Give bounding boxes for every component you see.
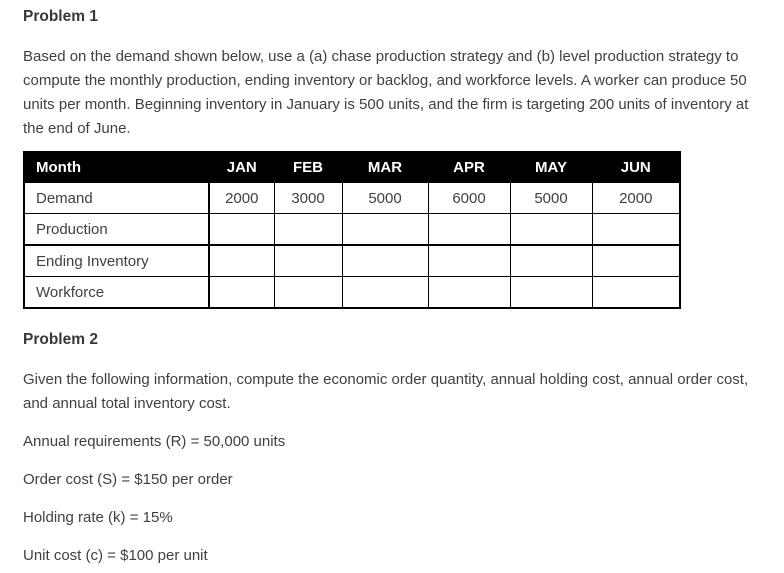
cell-ending-inventory-feb (273, 244, 343, 277)
table-row-production: Production (23, 213, 681, 246)
cell-ending-inventory-jun (591, 244, 681, 277)
cell-ending-inventory-jan (208, 244, 275, 277)
column-header-jun: JUN (591, 151, 681, 183)
row-label-workforce: Workforce (23, 276, 210, 309)
cell-production-jun (591, 213, 681, 246)
row-label-production: Production (23, 213, 210, 246)
cell-demand-apr: 6000 (427, 182, 511, 214)
cell-workforce-jan (208, 276, 275, 309)
cell-workforce-apr (427, 276, 511, 309)
column-header-month: Month (23, 151, 210, 183)
column-header-mar: MAR (341, 151, 429, 183)
problem1-description: Based on the demand shown below, use a (… (23, 48, 749, 137)
cell-production-may (509, 213, 593, 246)
row-label-ending-inventory: Ending Inventory (23, 244, 210, 277)
cell-production-apr (427, 213, 511, 246)
cell-demand-feb: 3000 (273, 182, 343, 214)
cell-ending-inventory-mar (341, 244, 429, 277)
cell-workforce-mar (341, 276, 429, 309)
problem2-description: Given the following information, compute… (23, 371, 749, 412)
document: Problem 1 Based on the demand shown belo… (23, 6, 764, 568)
cell-workforce-feb (273, 276, 343, 309)
column-header-apr: APR (427, 151, 511, 183)
cell-production-jan (208, 213, 275, 246)
cell-workforce-may (509, 276, 593, 309)
column-header-jan: JAN (208, 151, 275, 183)
data-line-unit-cost: Unit cost (c) = $100 per unit (23, 547, 208, 564)
cell-demand-mar: 5000 (341, 182, 429, 214)
cell-ending-inventory-apr (427, 244, 511, 277)
table-row-ending-inventory: Ending Inventory (23, 244, 681, 277)
data-line-annual-requirements: Annual requirements (R) = 50,000 units (23, 433, 286, 450)
column-header-may: MAY (509, 151, 593, 183)
cell-production-feb (273, 213, 343, 246)
problem2-heading: Problem 2 (23, 331, 98, 348)
table-row-workforce: Workforce (23, 276, 681, 309)
data-line-holding-rate: Holding rate (k) = 15% (23, 509, 173, 526)
cell-ending-inventory-may (509, 244, 593, 277)
column-header-feb: FEB (273, 151, 343, 183)
problem1-heading: Problem 1 (23, 8, 98, 25)
cell-demand-jun: 2000 (591, 182, 681, 214)
data-line-order-cost: Order cost (S) = $150 per order (23, 471, 233, 488)
cell-production-mar (341, 213, 429, 246)
table-row-demand: Demand 2000 3000 5000 6000 5000 2000 (23, 182, 681, 214)
cell-demand-may: 5000 (509, 182, 593, 214)
demand-table: Month JAN FEB MAR APR MAY JUN Demand 200… (23, 151, 681, 309)
row-label-demand: Demand (23, 182, 210, 214)
cell-demand-jan: 2000 (208, 182, 275, 214)
table-header-row: Month JAN FEB MAR APR MAY JUN (23, 151, 681, 183)
cell-workforce-jun (591, 276, 681, 309)
